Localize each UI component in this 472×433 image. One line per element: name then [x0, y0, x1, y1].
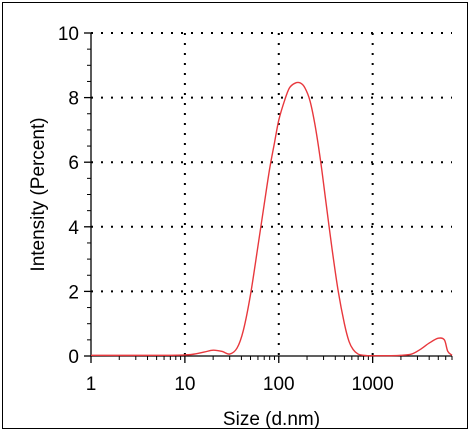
axes	[90, 33, 452, 357]
x-tick-label-10: 10	[174, 374, 195, 395]
y-tick-label-0: 0	[68, 347, 79, 368]
tick-labels: 0 2 4 6 8 10 1 10 100 1000	[58, 24, 394, 395]
intensity-series-line	[90, 81, 453, 357]
y-tick-label-4: 4	[68, 218, 79, 239]
x-tick-label-1000: 1000	[352, 374, 394, 395]
x-tick-label-1: 1	[86, 374, 97, 395]
y-tick-label-10: 10	[58, 24, 79, 45]
y-tick-label-6: 6	[68, 153, 79, 174]
x-axis-title: Size (d.nm)	[223, 409, 320, 430]
grid-lines	[91, 32, 452, 356]
y-tick-label-2: 2	[68, 282, 79, 303]
y-axis-title: Intensity (Percent)	[28, 117, 49, 271]
axis-ticks	[84, 32, 453, 363]
y-tick-label-8: 8	[68, 89, 79, 110]
chart-frame	[2, 2, 468, 429]
x-tick-label-100: 100	[263, 374, 295, 395]
